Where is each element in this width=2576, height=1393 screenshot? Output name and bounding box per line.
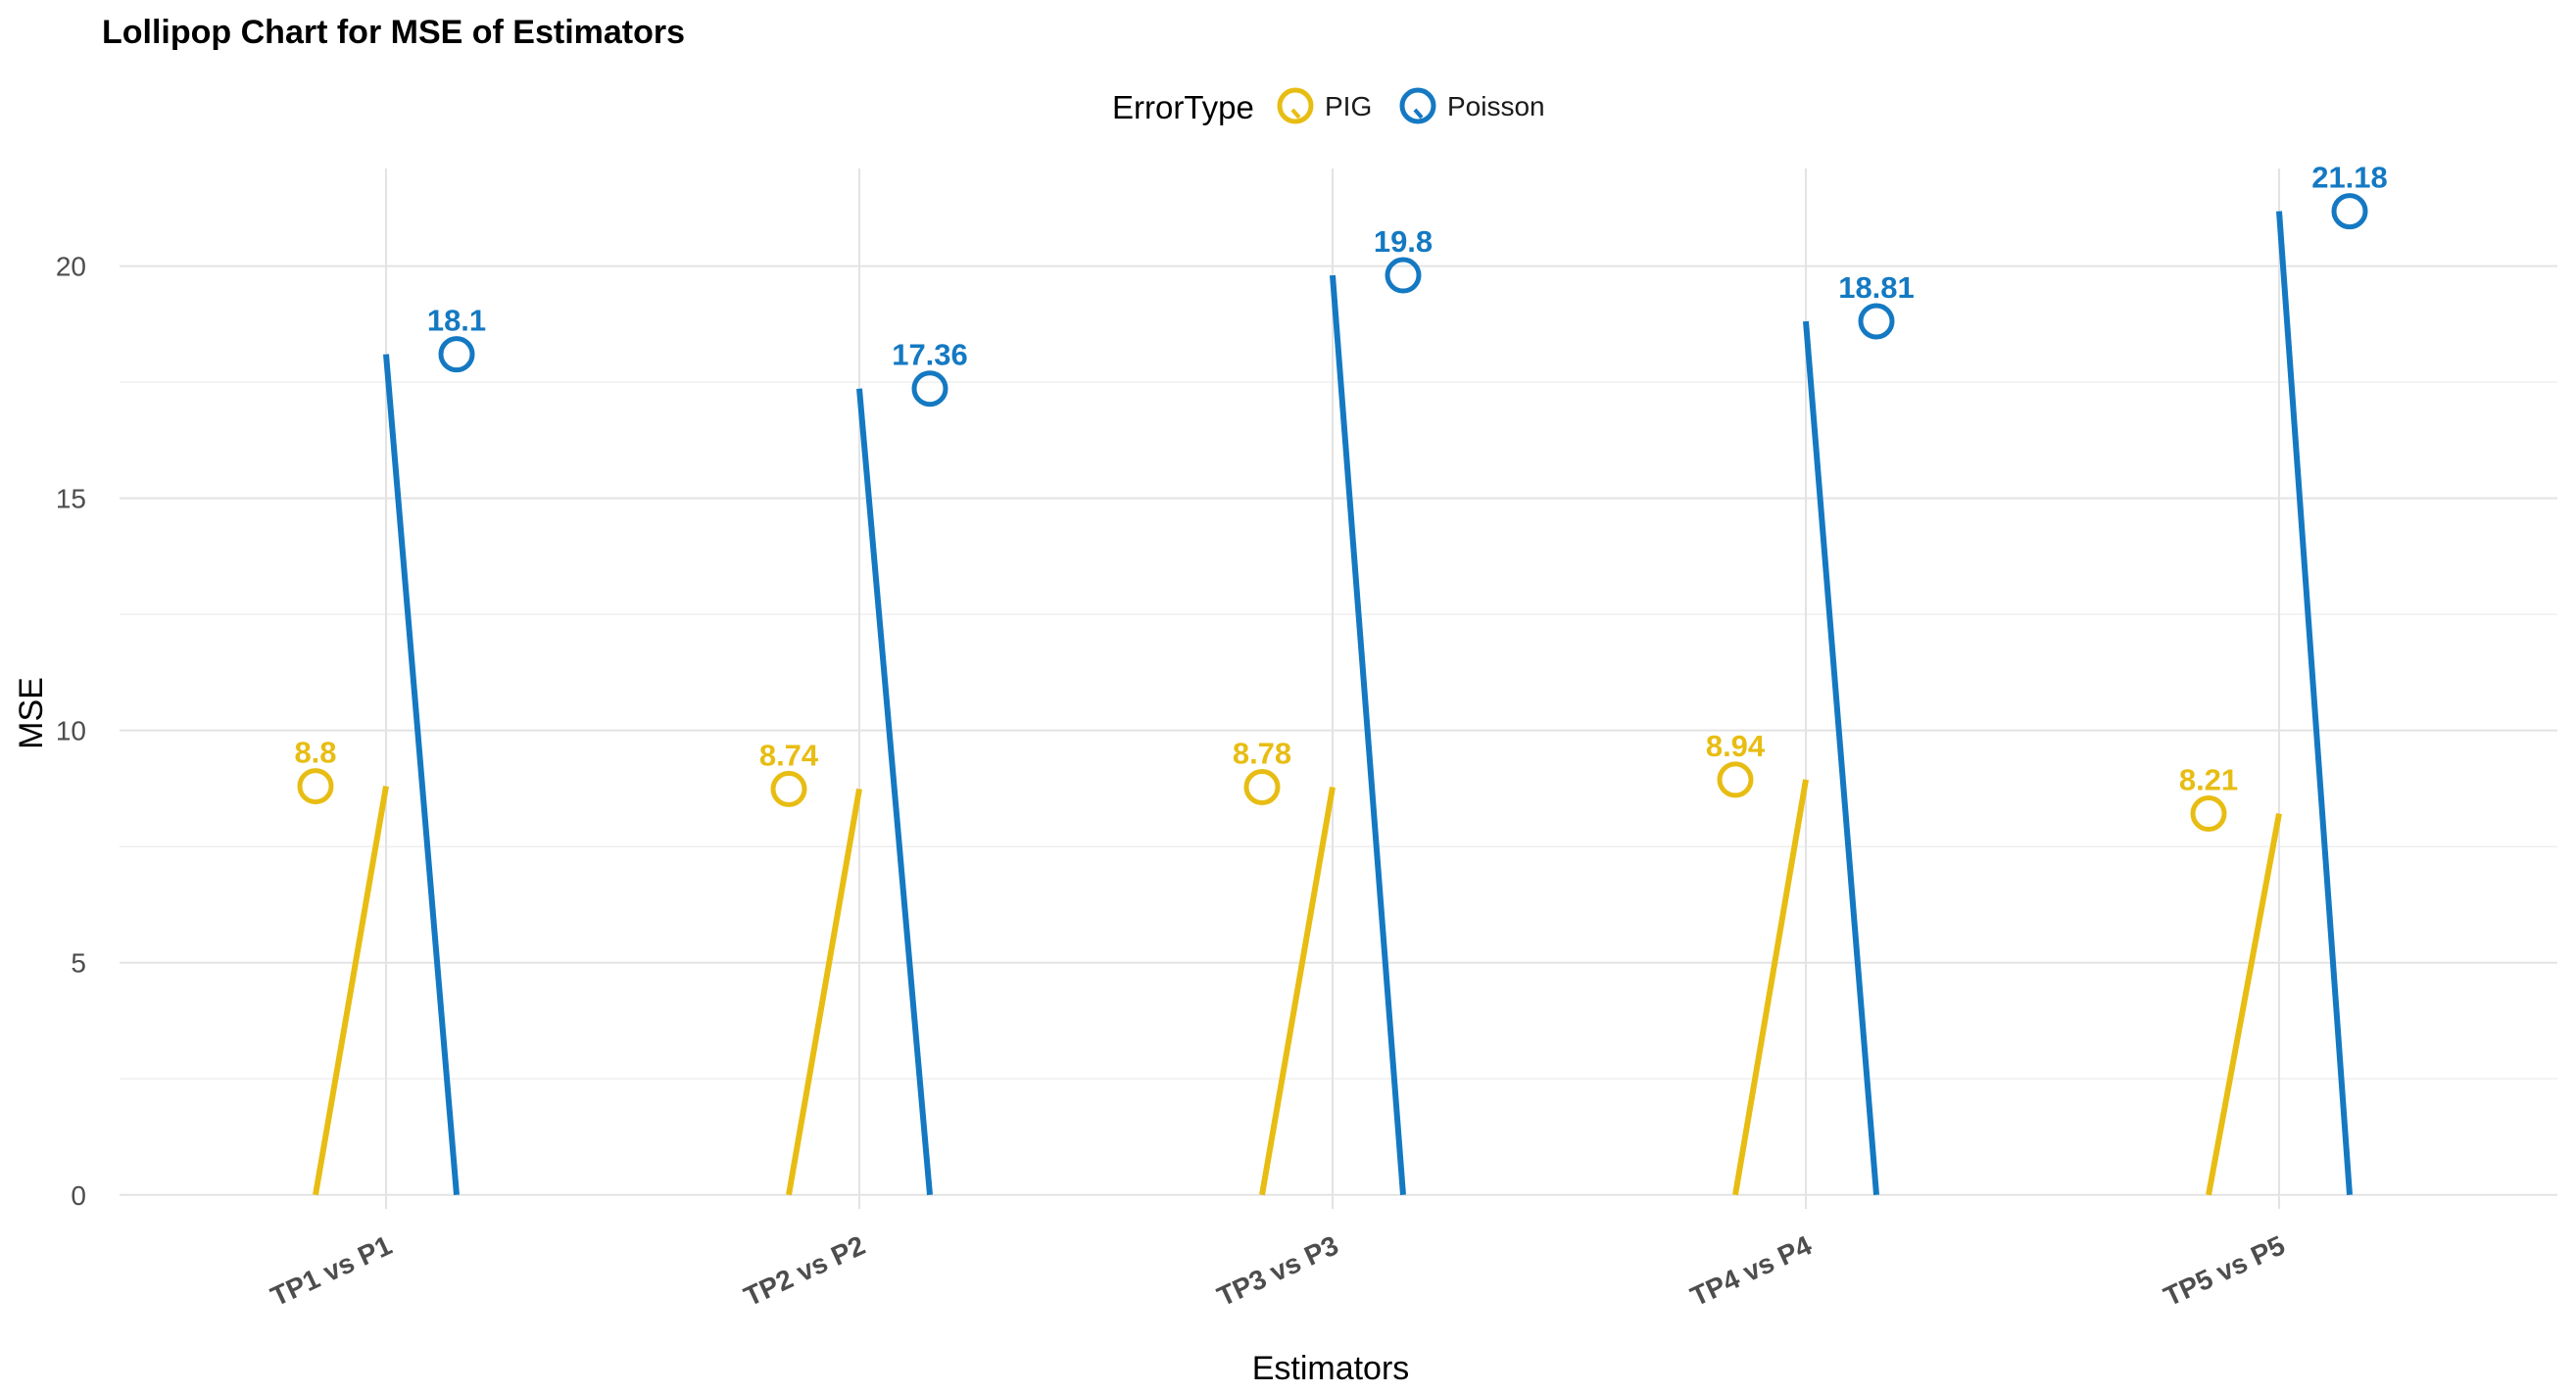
y-tick-label: 0 <box>71 1180 86 1211</box>
data-label: 18.81 <box>1838 270 1915 305</box>
x-tick-label: TP2 vs P2 <box>740 1229 870 1312</box>
data-label: 19.8 <box>1374 224 1433 259</box>
legend-key-stem <box>1290 108 1301 120</box>
x-tick-label: TP4 vs P4 <box>1686 1229 1817 1312</box>
data-label: 17.36 <box>892 338 968 372</box>
legend-title: ErrorType <box>1112 89 1254 125</box>
lollipop-stem <box>1732 779 1809 1196</box>
lollipop-point <box>2190 795 2227 833</box>
data-label: 8.74 <box>759 738 819 772</box>
legend-key <box>1399 87 1436 124</box>
legend-key-stem <box>1413 108 1424 120</box>
lollipop-stem <box>1330 274 1406 1196</box>
grid-lines <box>120 168 2557 1209</box>
y-tick-label: 5 <box>71 948 86 979</box>
lollipop-point <box>1717 761 1754 798</box>
lollipop-stem <box>786 788 862 1196</box>
data-label: 18.1 <box>427 304 486 338</box>
data-label: 21.18 <box>2311 161 2388 195</box>
lollipop-stem <box>1803 320 1879 1196</box>
x-axis-ticks: TP1 vs P1 TP2 vs P2 TP3 vs P3 TP4 vs P4 TP5 … <box>267 1229 2290 1312</box>
y-tick-label: 10 <box>56 716 86 746</box>
lollipop-point <box>297 768 334 805</box>
lollipop-point <box>770 770 807 807</box>
lollipop-stem <box>2206 812 2282 1196</box>
lollipop-point <box>2331 193 2368 230</box>
data-label: 8.78 <box>1233 737 1291 771</box>
x-axis-title: Estimators <box>1252 1350 1410 1387</box>
y-tick-label: 15 <box>56 484 86 514</box>
x-tick-label: TP1 vs P1 <box>267 1229 397 1312</box>
y-axis-title: MSE <box>13 677 50 749</box>
lollipop-stem <box>856 388 933 1196</box>
x-tick-label: TP3 vs P3 <box>1213 1229 1343 1312</box>
legend-label: PIG <box>1325 91 1372 121</box>
lollipop-marks <box>297 193 2368 1196</box>
y-tick-label: 20 <box>56 252 86 282</box>
data-label: 8.21 <box>2179 763 2238 797</box>
lollipop-point <box>1385 257 1422 294</box>
lollipop-stem <box>313 786 389 1196</box>
data-labels: 8.8 8.74 8.78 8.94 8.21 18.1 17.36 19.8 18.81 21.… <box>294 161 2387 797</box>
data-label: 8.8 <box>294 736 336 770</box>
x-tick-label: TP5 vs P5 <box>2160 1229 2290 1312</box>
legend-label: Poisson <box>1447 91 1545 121</box>
chart-title: Lollipop Chart for MSE of Estimators <box>102 14 686 51</box>
lollipop-stem <box>383 354 460 1196</box>
lollipop-point <box>911 370 948 408</box>
lollipop-point <box>438 336 475 373</box>
y-axis-ticks: 0 5 10 15 20 <box>56 252 86 1211</box>
data-label: 8.94 <box>1706 729 1766 763</box>
legend-key <box>1277 87 1314 124</box>
legend: ErrorType PIG Poisson <box>1112 87 1545 125</box>
lollipop-stem <box>2276 211 2353 1195</box>
lollipop-point <box>1858 303 1895 340</box>
lollipop-stem <box>1259 786 1336 1196</box>
lollipop-point <box>1243 769 1281 806</box>
